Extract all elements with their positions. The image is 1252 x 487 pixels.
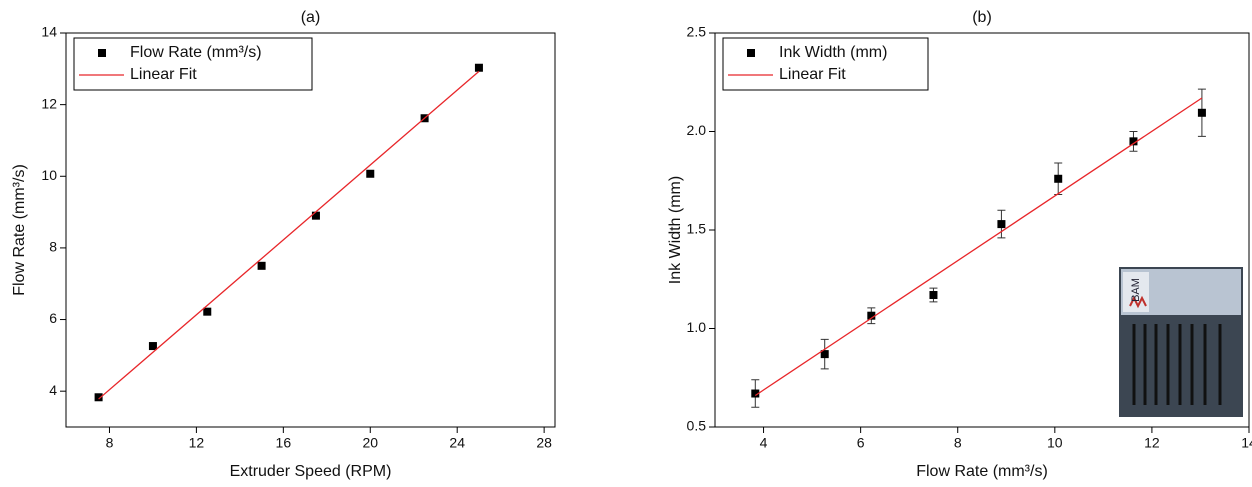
panel-title: (a) [301,9,321,26]
data-point [366,169,375,178]
y-tick-label: 2.5 [687,24,707,40]
data-point [1129,137,1138,146]
y-tick-label: 4 [49,382,57,398]
legend: Ink Width (mm) Linear Fit [722,37,929,91]
y-axis-label: Ink Width (mm) [667,176,684,284]
legend-box [73,37,313,91]
x-tick-label: 4 [760,435,768,451]
legend: Flow Rate (mm³/s) Linear Fit [73,37,313,91]
panel-title: (b) [972,9,992,26]
x-tick-label: 12 [1144,435,1160,451]
data-point [751,389,760,398]
inset-label: BAM [1130,278,1142,302]
legend-label: Linear Fit [779,66,846,83]
y-tick-label: 6 [49,310,57,326]
legend-label: Flow Rate (mm³/s) [130,44,262,61]
photo-strands [1132,324,1222,405]
y-tick-label: 1.5 [687,221,707,237]
x-tick-label: 14 [1241,435,1252,451]
data-point [1197,108,1206,117]
data-point [867,311,876,320]
y-axis-label: Flow Rate (mm³/s) [11,164,28,296]
data-point [997,220,1006,229]
fit-line [754,97,1203,397]
y-tick-label: 14 [41,24,57,40]
x-axis-label: Extruder Speed (RPM) [230,463,392,480]
data-point [148,342,157,351]
data-point [203,307,212,316]
photo-logo [1129,295,1147,309]
y-tick-label: 8 [49,239,57,255]
x-tick-label: 8 [106,435,114,451]
x-tick-label: 24 [449,435,465,451]
legend-swatch [98,49,106,57]
x-tick-label: 20 [362,435,378,451]
x-tick-label: 6 [857,435,865,451]
panel: (b) Flow Rate (mm³/s) Ink Width (mm) 4 6 8 10 1… [667,9,1252,480]
y-tick-label: 12 [41,95,57,111]
y-tick-label: 1.0 [687,319,707,335]
y-tick-label: 0.5 [687,418,707,434]
y-tick-label: 10 [41,167,57,183]
data-point [94,393,103,402]
x-tick-label: 16 [276,435,292,451]
x-tick-label: 28 [536,435,552,451]
x-tick-label: 10 [1047,435,1063,451]
x-axis-label: Flow Rate (mm³/s) [916,463,1048,480]
legend-swatch [747,49,755,57]
x-tick-label: 12 [189,435,205,451]
data-point [820,350,829,359]
inset-photo: BAM [1119,267,1243,417]
legend-label: Ink Width (mm) [779,44,887,61]
panel: (a) Extruder Speed (RPM) Flow Rate (mm³/s)… [11,9,556,480]
plot-frame [65,32,556,428]
fit-line [98,70,480,400]
y-tick-label: 2.0 [687,122,707,138]
data-point [311,211,320,220]
x-tick-label: 8 [954,435,962,451]
data-point [257,261,266,270]
legend-box [722,37,929,91]
data-point [929,291,938,300]
data-point [474,63,483,72]
data-point [1054,174,1063,183]
legend-label: Linear Fit [130,66,197,83]
